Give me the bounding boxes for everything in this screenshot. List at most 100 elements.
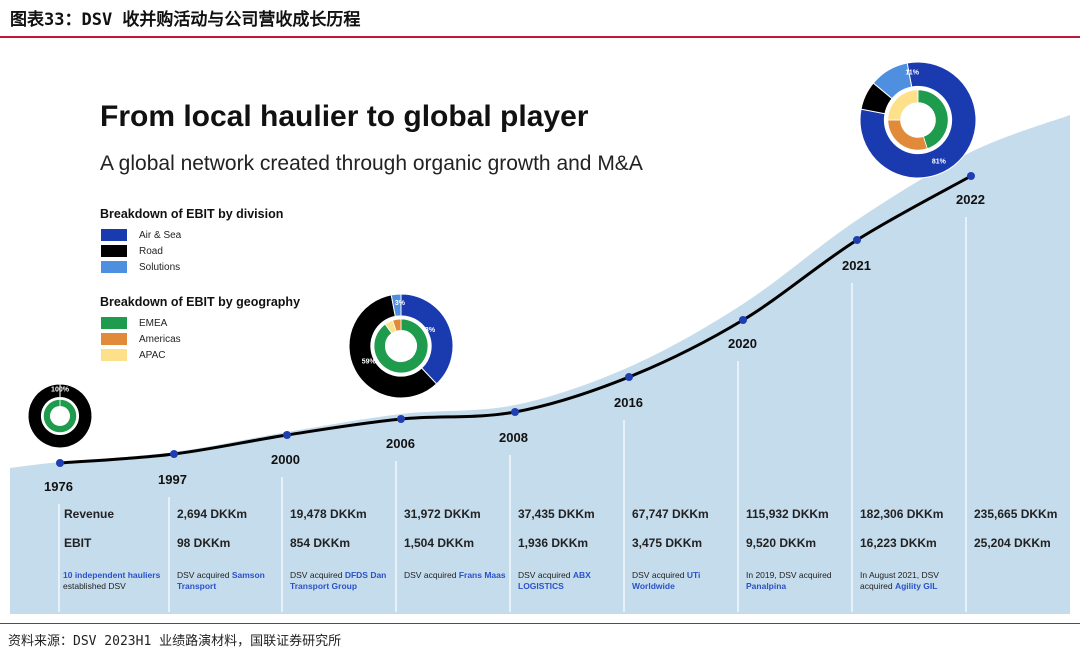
row-label-ebit: EBIT: [64, 536, 92, 550]
year-marker-1997: [170, 450, 178, 458]
note-highlight: Frans Maas: [458, 570, 506, 580]
donut-slice-air-sea: [859, 61, 977, 179]
year-label-2008: 2008: [499, 430, 528, 445]
legend-item-road: Road: [101, 245, 163, 257]
donut-geo-slice-emea: [42, 398, 78, 433]
note-highlight: UTi Worldwide: [632, 570, 701, 591]
donut-label: 11%: [905, 69, 919, 76]
ebit-value-1997: 98 DKKm: [177, 536, 231, 550]
bottom-rule: [0, 623, 1080, 624]
growth-area: [10, 115, 1070, 614]
legend-label: APAC: [139, 349, 166, 361]
figure-title: 图表33：DSV 收并购活动与公司营收成长历程: [10, 10, 361, 30]
donut-label: 81%: [932, 159, 947, 166]
year-label-2016: 2016: [614, 395, 643, 410]
legend-item-emea: EMEA: [101, 317, 167, 329]
ebit-value-2022: 25,204 DKKm: [974, 536, 1051, 550]
donut-label: 3%: [395, 300, 406, 307]
year-label-2000: 2000: [271, 452, 300, 467]
acquisition-note-2021: In August 2021, DSV acquired Agility GIL: [860, 570, 939, 591]
ebit-value-2016: 3,475 DKKm: [632, 536, 703, 550]
donut-slice-road: [348, 294, 438, 399]
legend-label: EMEA: [139, 317, 168, 329]
donut-geo-slice-emea: [373, 318, 429, 374]
donut-1976: 100%: [27, 383, 93, 449]
year-label-2022: 2022: [956, 192, 985, 207]
acquisition-note-2000: DSV acquired DFDS Dan Transport Group: [290, 570, 387, 591]
revenue-value-2022: 235,665 DKKm: [974, 507, 1058, 521]
legend-item-americas: Americas: [101, 333, 181, 345]
background-layer: [10, 115, 1070, 614]
legend-geography-title: Breakdown of EBIT by geography: [100, 295, 301, 309]
note-highlight: 10 independent hauliers: [63, 570, 161, 580]
year-marker-2022: [967, 172, 975, 180]
row-label-revenue: Revenue: [64, 507, 115, 521]
year-marker-2008: [511, 408, 519, 416]
ebit-value-2021: 16,223 DKKm: [860, 536, 937, 550]
acquisition-note-1997: DSV acquired Samson Transport: [177, 570, 265, 591]
note-highlight: ABX LOGISTICS: [518, 570, 591, 591]
donut-2022: 81%8%11%: [859, 61, 977, 179]
year-marker-2006: [397, 415, 405, 423]
top-rule: [0, 36, 1080, 38]
year-marker-2000: [283, 431, 291, 439]
revenue-value-2006: 31,972 DKKm: [404, 507, 481, 521]
legend-swatch: [101, 245, 127, 257]
donut-slice-road: [27, 383, 93, 449]
legend-swatch: [101, 229, 127, 241]
acquisition-note-1976: 10 independent hauliers established DSV: [63, 570, 161, 591]
donut-geo-slice-apac: [887, 89, 919, 121]
timeline-chart: 100% 38% 59% 3% 81%8%11%: [10, 61, 1070, 614]
ebit-value-2008: 1,936 DKKm: [518, 536, 589, 550]
acquisition-note-2020: In 2019, DSV acquired Panalpina: [746, 570, 832, 591]
donut-label: 59%: [362, 358, 377, 365]
legend-swatch: [101, 261, 127, 273]
year-label-2021: 2021: [842, 258, 871, 273]
figure-source: 资料来源：DSV 2023H1 业绩路演材料，国联证券研究所: [8, 634, 342, 649]
year-label-2020: 2020: [728, 336, 757, 351]
note-highlight: DFDS Dan Transport Group: [290, 570, 387, 591]
revenue-value-2016: 67,747 DKKm: [632, 507, 709, 521]
legend-item-solutions: Solutions: [101, 261, 180, 273]
donut-slice-solutions: [390, 293, 402, 317]
year-marker-2021: [853, 236, 861, 244]
legend-swatch: [101, 317, 127, 329]
revenue-value-2020: 115,932 DKKm: [746, 507, 829, 521]
ebit-value-2020: 9,520 DKKm: [746, 536, 817, 550]
donut-label: 100%: [51, 387, 70, 394]
legend-swatch: [101, 333, 127, 345]
donut-2006: 38% 59% 3%: [348, 293, 454, 399]
donut-layer: 100% 38% 59% 3% 81%8%11%: [27, 61, 977, 449]
revenue-value-2021: 182,306 DKKm: [860, 507, 944, 521]
year-label-1997: 1997: [158, 472, 187, 487]
year-marker-1976: [56, 459, 64, 467]
donut-slice-air-sea: [400, 293, 454, 385]
ebit-value-2000: 854 DKKm: [290, 536, 351, 550]
year-marker-2020: [739, 316, 747, 324]
year-marker-2016: [625, 373, 633, 381]
note-highlight: Panalpina: [746, 581, 787, 591]
year-label-2006: 2006: [386, 436, 415, 451]
donut-slice-solutions: [872, 62, 913, 100]
legend-division-title: Breakdown of EBIT by division: [100, 207, 284, 221]
growth-line: [59, 174, 972, 465]
revenue-value-1997: 2,694 DKKm: [177, 507, 248, 521]
chart-panel: 100% 38% 59% 3% 81%8%11% From local haulier …: [10, 52, 1070, 614]
growth-line-layer: [56, 172, 975, 467]
legend-label: Americas: [139, 333, 181, 345]
revenue-value-2000: 19,478 DKKm: [290, 507, 367, 521]
chart-subtitle: A global network created through organic…: [100, 152, 643, 175]
legend-item-air-sea: Air & Sea: [101, 229, 181, 241]
ebit-value-2006: 1,504 DKKm: [404, 536, 475, 550]
revenue-value-2008: 37,435 DKKm: [518, 507, 595, 521]
note-highlight: Samson Transport: [177, 570, 265, 591]
donut-geo-slice-americas: [392, 318, 402, 332]
acquisition-note-2016: DSV acquired UTi Worldwide: [632, 570, 701, 591]
legend-label: Air & Sea: [139, 229, 182, 241]
legend-swatch: [101, 349, 127, 361]
chart-title: From local haulier to global player: [100, 100, 589, 133]
legend-label: Solutions: [139, 261, 181, 273]
legend-label: Road: [139, 245, 163, 257]
legend-item-apac: APAC: [101, 349, 166, 361]
note-highlight: Agility GIL: [894, 581, 938, 591]
